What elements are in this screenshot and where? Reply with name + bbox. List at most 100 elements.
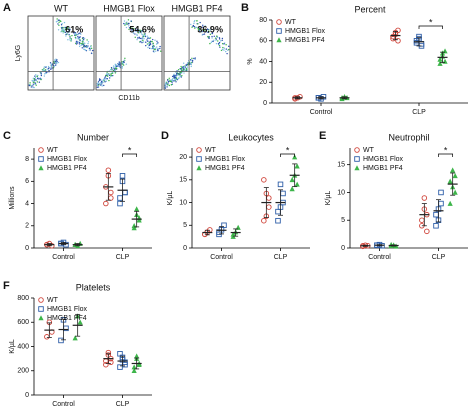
flow-event — [88, 49, 91, 51]
y-tick-label: 5 — [183, 222, 187, 229]
flow-event — [223, 47, 225, 49]
flow-event — [73, 32, 75, 34]
flow-event — [196, 20, 198, 22]
flow-event — [177, 68, 180, 71]
y-tick-label: 40 — [259, 58, 267, 65]
data-point — [261, 217, 267, 224]
legend-label: HMGB1 PF4 — [285, 37, 325, 44]
flow-event — [207, 28, 209, 31]
y-tick-label: 400 — [17, 343, 29, 350]
flow-event — [145, 41, 147, 43]
data-point — [275, 208, 281, 215]
flow-event — [40, 72, 42, 74]
x-tick-label: CLP — [432, 254, 446, 261]
legend-label: WT — [363, 147, 375, 154]
flow-event — [149, 47, 151, 50]
flow-event — [182, 62, 185, 64]
flow-event — [153, 44, 155, 47]
flow-event — [62, 28, 64, 31]
flow-event — [125, 26, 128, 29]
flow-event — [180, 76, 182, 78]
flow-event — [78, 45, 81, 48]
data-point — [433, 211, 439, 218]
flow-event — [106, 78, 108, 80]
flow-event — [152, 50, 155, 52]
flow-event — [105, 78, 107, 80]
legend-label: WT — [205, 147, 217, 154]
flow-event — [104, 76, 107, 78]
flow-event — [103, 84, 105, 87]
flow-event — [105, 80, 108, 82]
x-tick-label: Control — [52, 401, 75, 408]
flow-event — [194, 19, 196, 22]
flow-event — [193, 57, 195, 60]
flow-event — [41, 69, 44, 71]
data-point — [77, 319, 83, 325]
flow-event — [153, 48, 155, 51]
flow-event — [40, 74, 43, 77]
flow-event — [115, 67, 118, 70]
flow-event — [131, 27, 133, 29]
flow-event — [132, 31, 134, 33]
flow-event — [211, 32, 213, 35]
flow-event — [34, 75, 36, 77]
x-tick-label: Control — [52, 254, 75, 261]
flow-event — [61, 26, 63, 29]
flow-event — [174, 78, 176, 80]
flow-event — [141, 36, 144, 39]
legend-marker — [196, 165, 202, 171]
flow-event — [83, 44, 86, 47]
flow-event — [56, 20, 58, 22]
flow-event — [180, 67, 183, 69]
x-tick-label: CLP — [116, 401, 130, 408]
flow-event — [77, 35, 79, 38]
flow-event — [221, 39, 223, 42]
flow-event — [225, 44, 227, 46]
data-point — [266, 204, 272, 210]
data-point — [108, 195, 114, 201]
flow-event — [199, 21, 201, 24]
flow-event — [88, 47, 91, 50]
flow-event — [74, 34, 76, 36]
flow-event — [183, 65, 186, 68]
flow-event — [169, 79, 171, 81]
data-point — [103, 200, 109, 207]
flow-event — [108, 74, 111, 77]
flow-event — [39, 78, 41, 80]
flow-event — [65, 27, 68, 30]
flow-event — [195, 26, 197, 28]
flow-event — [133, 27, 135, 30]
significance-bracket — [280, 153, 296, 157]
legend-marker — [276, 28, 282, 34]
flow-event — [138, 36, 140, 39]
flow-event — [201, 34, 203, 36]
flow-event — [76, 42, 79, 44]
legend-marker — [38, 156, 44, 162]
flow-event — [177, 74, 179, 76]
flow-event — [86, 46, 89, 48]
flow-event — [201, 31, 203, 33]
flow-event — [167, 81, 170, 83]
flow-event — [217, 43, 220, 45]
significance-bracket — [418, 25, 443, 29]
flow-event — [209, 33, 212, 36]
flow-event — [146, 39, 148, 41]
flow-event — [76, 40, 78, 43]
flow-event — [121, 65, 124, 68]
data-point — [424, 228, 430, 235]
flow-event — [50, 68, 52, 70]
flow-event — [61, 22, 63, 25]
flow-event — [168, 84, 171, 87]
flow-event — [70, 39, 73, 41]
y-tick-label: 60 — [259, 38, 267, 45]
flow-event — [43, 75, 46, 77]
flow-event — [149, 37, 152, 39]
flow-event — [146, 43, 149, 45]
flow-event — [80, 33, 82, 35]
flow-event — [182, 68, 185, 70]
flow-event — [148, 42, 151, 44]
gate-label: 54.6% — [129, 24, 155, 34]
flow-event — [108, 77, 111, 79]
data-point — [437, 56, 443, 62]
legend-marker — [38, 297, 44, 303]
